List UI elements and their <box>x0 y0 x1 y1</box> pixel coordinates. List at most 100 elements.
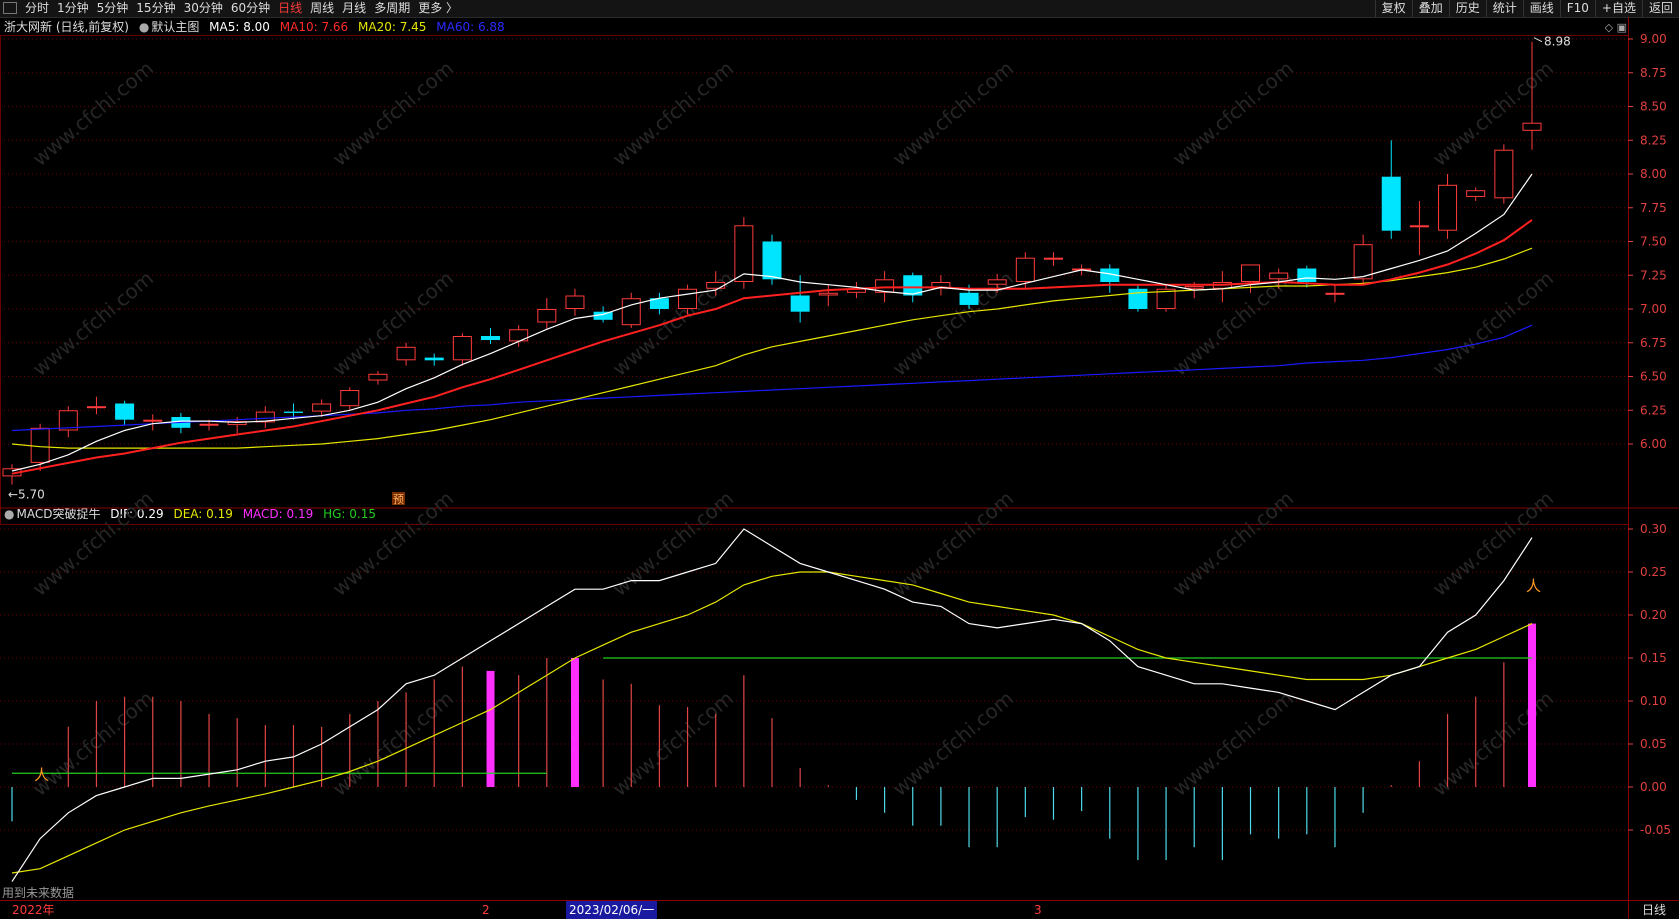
forecast-marker: 预 <box>393 493 404 506</box>
period-tab-8[interactable]: 月线 <box>342 1 367 15</box>
toolbar-button-4[interactable]: 画线 <box>1522 0 1560 17</box>
year-label: 2022年 <box>12 903 55 917</box>
period-tab-0[interactable]: 分时 <box>25 1 50 15</box>
toolbar-button-1[interactable]: 叠加 <box>1411 0 1449 17</box>
window-menu-icon[interactable] <box>3 2 17 14</box>
candle <box>790 275 810 323</box>
candle-body <box>30 427 50 463</box>
toolbar-button-3[interactable]: 统计 <box>1485 0 1523 17</box>
watermark: www.cfchi.com <box>1168 686 1298 801</box>
candle <box>621 292 641 328</box>
future-data-note: 用到未来数据 <box>2 885 74 900</box>
period-tab-6[interactable]: 日线 <box>278 1 303 15</box>
candle <box>1212 271 1232 303</box>
price-axis-label: 9.00 <box>1640 32 1667 46</box>
buy-signal-icon: 人 <box>1526 577 1541 595</box>
candle <box>818 284 838 307</box>
period-tab-5[interactable]: 60分钟 <box>230 1 271 15</box>
candle-body <box>1100 268 1120 282</box>
ma20-value: MA20: 7.45 <box>358 20 427 34</box>
watermark: www.cfchi.com <box>328 686 458 801</box>
candle <box>452 333 472 366</box>
candle-body <box>1381 176 1401 231</box>
period-tab-10[interactable]: 更多 〉 <box>418 1 459 15</box>
candle-body <box>903 275 923 296</box>
candle-body <box>762 241 782 280</box>
candle <box>1241 264 1261 293</box>
macd-axis-label: 0.05 <box>1640 737 1667 751</box>
macd-axis-label: 0.00 <box>1640 780 1667 794</box>
candle <box>143 414 163 431</box>
period-tab-2[interactable]: 5分钟 <box>96 1 129 15</box>
candle <box>58 406 78 438</box>
period-tab-4[interactable]: 30分钟 <box>183 1 223 15</box>
indicator-gear-icon[interactable]: ● <box>4 507 15 521</box>
watermark: www.cfchi.com <box>1168 486 1298 601</box>
stock-title[interactable]: 浙大网新 (日线,前复权) <box>4 20 129 34</box>
price-axis-label: 6.25 <box>1640 403 1667 417</box>
candle <box>1522 41 1542 150</box>
price-axis-label: 6.00 <box>1640 437 1667 451</box>
toolbar-button-0[interactable]: 复权 <box>1374 0 1412 17</box>
period-tab-9[interactable]: 多周期 <box>374 1 411 15</box>
maximize-icon[interactable]: ▣ <box>1616 21 1627 34</box>
candle-body <box>593 311 613 320</box>
watermark: www.cfchi.com <box>28 266 158 381</box>
toolbar-button-7[interactable]: 返回 <box>1641 0 1679 17</box>
macd-axis-label: 0.15 <box>1640 651 1667 665</box>
period-tab-daily[interactable]: 日线 <box>1628 901 1679 919</box>
candle-body <box>1184 286 1204 289</box>
ma60-value: MA60: 6.88 <box>436 20 505 34</box>
toolbar-button-5[interactable]: F10 <box>1559 0 1595 17</box>
toolbar-button-2[interactable]: 历史 <box>1448 0 1486 17</box>
candle-body <box>1438 184 1458 231</box>
candle-body <box>340 390 360 407</box>
dif-line <box>11 528 1533 882</box>
macd-axis-label: 0.30 <box>1640 522 1667 536</box>
low-price-label: ←5.70 <box>8 488 45 502</box>
candle-body <box>227 421 247 426</box>
candle <box>649 292 669 315</box>
top-toolbar: 分时 1分钟 5分钟 15分钟 30分钟 60分钟 日线 周线 月线 多周期 更多 〉 复权 叠加 历史… <box>0 0 1679 18</box>
indicator-name[interactable]: MACD突破捉牛 <box>16 507 101 521</box>
ma5-line <box>11 173 1533 472</box>
candle <box>1100 264 1120 293</box>
period-tab-3[interactable]: 15分钟 <box>136 1 176 15</box>
candle-body <box>649 298 669 309</box>
period-tab-1[interactable]: 1分钟 <box>57 1 89 15</box>
month-label-3: 3 <box>1034 903 1042 917</box>
function-buttons: 复权 叠加 历史 统计 画线 F10 +自选 返回 <box>1374 0 1679 17</box>
candle-body <box>1015 257 1035 282</box>
candle-body <box>255 411 275 423</box>
candle <box>255 406 275 428</box>
candle-body <box>1297 268 1317 282</box>
month-label-2: 2 <box>482 903 490 917</box>
candle <box>396 342 416 366</box>
candle <box>86 396 106 415</box>
candle <box>1381 140 1401 239</box>
candle-body <box>58 410 78 431</box>
candle-body <box>565 295 585 309</box>
panel-controls: ◇ ▣ <box>1605 21 1627 34</box>
kline-chart[interactable]: 9.00 8.75 8.50 8.25 8.00 7.75 7.50 7.25 7.00 6.75… <box>0 17 1679 900</box>
period-tab-7[interactable]: 周线 <box>310 1 335 15</box>
template-gear-icon[interactable]: ● <box>138 20 150 34</box>
main-template-label[interactable]: 默认主图 <box>151 20 200 34</box>
macd-axis-label: 0.25 <box>1640 565 1667 579</box>
toolbar-button-6[interactable]: +自选 <box>1594 0 1642 17</box>
candle <box>481 327 501 345</box>
candle-body <box>1241 264 1261 282</box>
dea-value: DEA: 0.19 <box>173 507 233 521</box>
candle-body <box>1522 122 1542 131</box>
watermark: www.cfchi.com <box>888 686 1018 801</box>
time-axis-bar: 2022年 2 2023/02/06/一 3 日线 <box>0 900 1679 919</box>
high-price-label: 8.98 <box>1544 35 1571 49</box>
diamond-icon[interactable]: ◇ <box>1604 21 1614 34</box>
macd-value: MACD: 0.19 <box>242 507 314 521</box>
candle-body <box>959 292 979 305</box>
dea-line <box>11 571 1533 874</box>
candle-body <box>452 336 472 361</box>
ma5-value: MA5: 8.00 <box>209 20 270 34</box>
candle-body <box>1409 225 1429 228</box>
watermark: www.cfchi.com <box>328 56 458 171</box>
